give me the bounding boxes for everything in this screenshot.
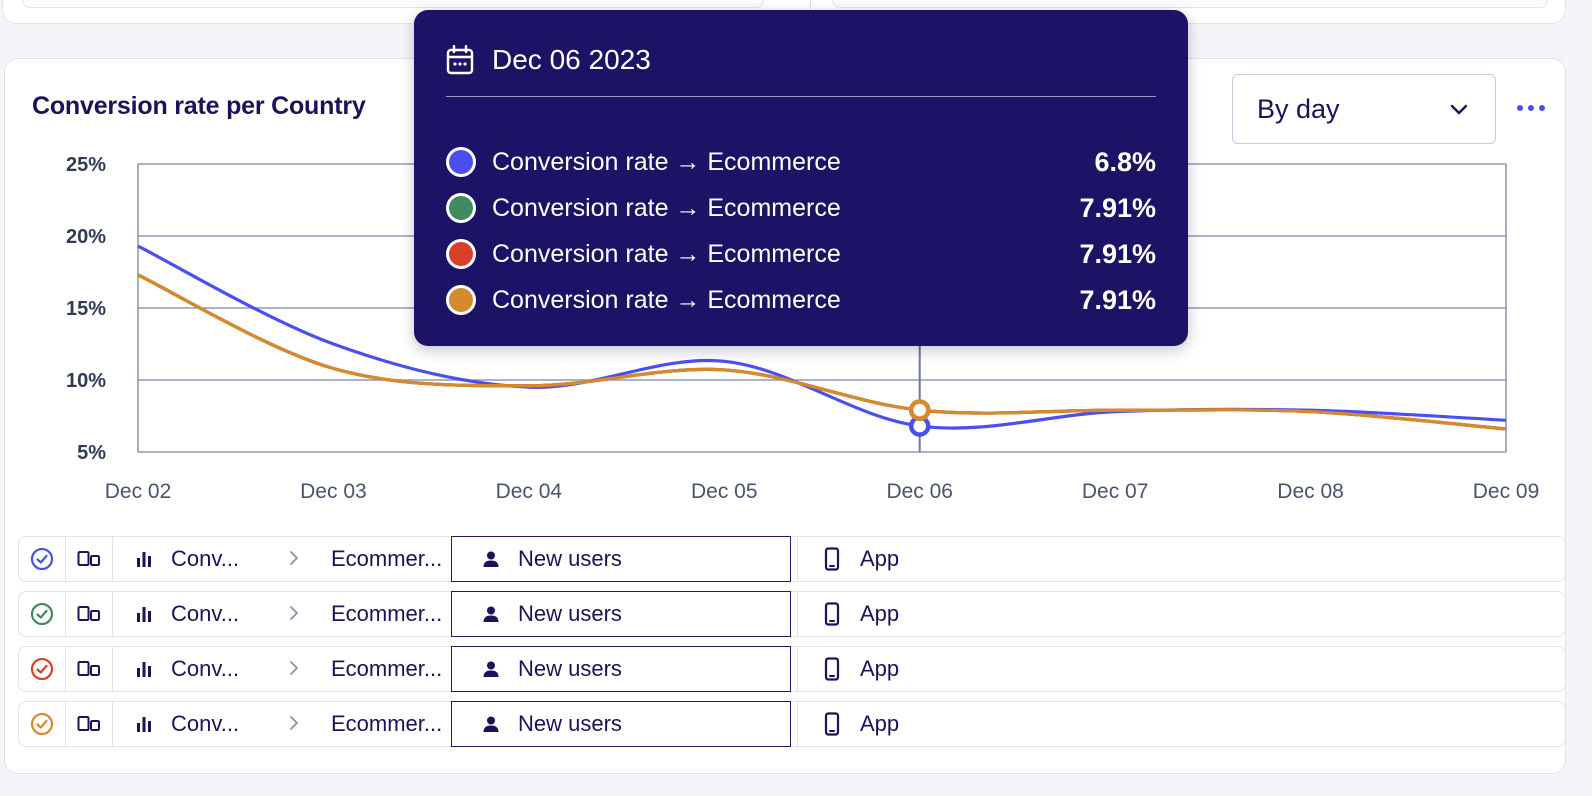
metric-cell[interactable]: Conv... Ecommer... — [113, 537, 449, 581]
segment-cell[interactable]: New users — [451, 591, 791, 637]
previous-card-field-left — [22, 0, 764, 8]
tooltip-row-label: Conversion rate → Ecommerce — [492, 193, 841, 222]
segment-label: New users — [518, 711, 622, 736]
smartphone-icon — [824, 712, 840, 736]
check-circle-icon[interactable] — [30, 657, 54, 681]
status-cell[interactable] — [19, 647, 65, 691]
user-icon — [483, 716, 499, 732]
calendar-icon — [446, 45, 474, 75]
tooltip-row-value: 6.8% — [1094, 146, 1156, 177]
user-icon — [483, 551, 499, 567]
smartphone-icon — [824, 547, 840, 571]
smartphone-icon — [824, 657, 840, 681]
status-cell[interactable] — [19, 702, 65, 746]
devices-icon — [77, 716, 100, 731]
submetric-name: Ecommer... — [331, 711, 443, 736]
tooltip-row-label: Conversion rate → Ecommerce — [492, 285, 841, 314]
check-circle-icon[interactable] — [30, 712, 54, 736]
check-circle-icon[interactable] — [30, 602, 54, 626]
metric-cell[interactable]: Conv... Ecommer... — [113, 647, 449, 691]
metric-name: Conv... — [171, 656, 240, 681]
platform-cell[interactable]: App — [797, 647, 1565, 691]
segment-cell[interactable]: New users — [451, 646, 791, 692]
submetric-name: Ecommer... — [331, 656, 443, 681]
metric-name: Conv... — [171, 601, 240, 626]
platform-cell[interactable]: App — [797, 592, 1565, 636]
previous-card-field-right — [832, 0, 1548, 8]
devices-icon — [77, 606, 100, 621]
status-cell[interactable] — [19, 592, 65, 636]
device-cell[interactable] — [65, 702, 113, 746]
submetric-name: Ecommer... — [331, 601, 443, 626]
segment-label: New users — [518, 546, 622, 571]
more-options-icon[interactable] — [1514, 96, 1548, 120]
chevron-down-icon — [1450, 104, 1468, 115]
segment-cell[interactable]: New users — [451, 701, 791, 747]
platform-label: App — [860, 656, 900, 681]
series-dot — [446, 239, 476, 269]
device-cell[interactable] — [65, 647, 113, 691]
metric-name: Conv... — [171, 711, 240, 736]
series-row[interactable]: Conv... Ecommer... New users App — [18, 536, 1566, 582]
previous-card-divider — [810, 0, 811, 10]
series-dot — [446, 193, 476, 223]
chart-title: Conversion rate per Country — [32, 92, 366, 120]
tooltip-row-value: 7.91% — [1079, 192, 1156, 223]
tooltip-row-value: 7.91% — [1079, 238, 1156, 269]
bar-chart-icon — [137, 717, 151, 732]
platform-label: App — [860, 546, 900, 571]
device-cell[interactable] — [65, 537, 113, 581]
chevron-right-icon — [271, 546, 317, 572]
user-icon — [483, 606, 499, 622]
chart-tooltip: Dec 06 2023 Conversion rate → Ecommerce … — [414, 10, 1188, 346]
platform-label: App — [860, 711, 900, 736]
bar-chart-icon — [137, 552, 151, 567]
chevron-right-icon — [271, 711, 317, 737]
status-cell[interactable] — [19, 537, 65, 581]
segment-label: New users — [518, 601, 622, 626]
check-circle-icon[interactable] — [30, 547, 54, 571]
devices-icon — [77, 661, 100, 676]
bar-chart-icon — [137, 662, 151, 677]
series-row[interactable]: Conv... Ecommer... New users App — [18, 591, 1566, 637]
chevron-right-icon — [271, 601, 317, 627]
granularity-dropdown[interactable]: By day — [1232, 74, 1496, 144]
granularity-dropdown-label: By day — [1257, 93, 1340, 124]
tooltip-row-label: Conversion rate → Ecommerce — [492, 147, 841, 176]
tooltip-row: Conversion rate → Ecommerce 7.91% — [446, 190, 1156, 226]
series-row[interactable]: Conv... Ecommer... New users App — [18, 701, 1566, 747]
segment-cell[interactable]: New users — [451, 536, 791, 582]
device-cell[interactable] — [65, 592, 113, 636]
smartphone-icon — [824, 602, 840, 626]
tooltip-row-value: 7.91% — [1079, 284, 1156, 315]
bar-chart-icon — [137, 607, 151, 622]
series-dot — [446, 147, 476, 177]
series-row[interactable]: Conv... Ecommer... New users App — [18, 646, 1566, 692]
tooltip-date: Dec 06 2023 — [492, 44, 651, 75]
platform-cell[interactable]: App — [797, 702, 1565, 746]
metric-cell[interactable]: Conv... Ecommer... — [113, 702, 449, 746]
tooltip-row-label: Conversion rate → Ecommerce — [492, 239, 841, 268]
submetric-name: Ecommer... — [331, 546, 443, 571]
platform-cell[interactable]: App — [797, 537, 1565, 581]
user-icon — [483, 661, 499, 677]
metric-name: Conv... — [171, 546, 240, 571]
devices-icon — [77, 551, 100, 566]
series-dot — [446, 285, 476, 315]
segment-label: New users — [518, 656, 622, 681]
platform-label: App — [860, 601, 900, 626]
metric-cell[interactable]: Conv... Ecommer... — [113, 592, 449, 636]
chevron-right-icon — [271, 656, 317, 682]
tooltip-header: Dec 06 2023 — [446, 44, 651, 76]
tooltip-row: Conversion rate → Ecommerce 6.8% — [446, 144, 1156, 180]
tooltip-row: Conversion rate → Ecommerce 7.91% — [446, 236, 1156, 272]
tooltip-row: Conversion rate → Ecommerce 7.91% — [446, 282, 1156, 318]
tooltip-divider — [446, 96, 1156, 97]
